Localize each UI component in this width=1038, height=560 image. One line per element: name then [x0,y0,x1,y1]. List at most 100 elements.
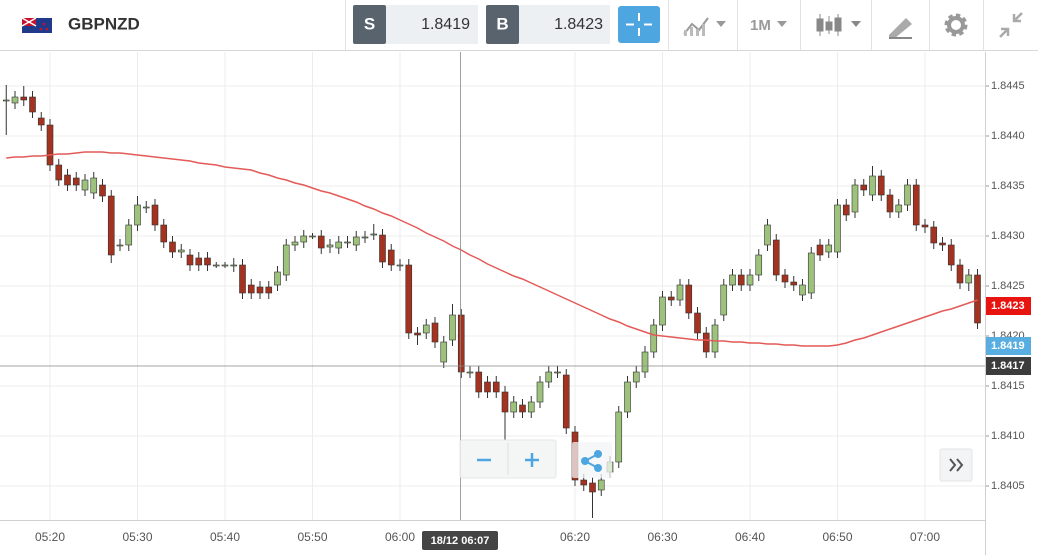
candle-body [676,284,684,301]
candle-body [151,204,159,226]
candle-body [317,235,325,249]
candle-body [947,244,955,266]
candle-body [624,381,631,413]
candle-body [554,371,561,374]
candle-body [589,482,596,493]
buy-price: 1.8423 [554,16,603,33]
candle-body [737,274,745,286]
y-tick-label: 1.8445 [991,80,1025,92]
x-tick-label: 06:20 [560,530,590,544]
candle-body [475,371,483,393]
buy-button[interactable]: B 1.8423 [486,5,610,44]
candle-body [764,224,771,246]
candle-body [965,274,973,284]
buy-label: B [496,14,508,33]
candle-body [457,314,465,373]
candle-body [816,244,824,256]
scroll-right-button[interactable] [939,448,973,482]
candle-body [379,234,386,263]
x-tick-label: 07:00 [910,530,940,544]
chart-type-button[interactable] [683,17,726,36]
crosshair-price-tag: 1.8417 [991,360,1025,372]
candle-body [239,264,246,294]
candle-body [825,244,833,253]
candle-body [781,274,789,283]
candle-body [405,264,413,334]
candle-body [755,254,763,276]
candle-body [562,374,570,429]
moving-average [6,151,978,347]
x-tick-label: 06:00 [385,530,415,544]
candle-body [492,381,500,393]
share-button[interactable] [572,442,612,478]
candle-body [169,241,176,253]
candle-body [64,174,71,186]
candle-body [842,204,850,216]
candle-body [90,177,98,194]
candle-body [116,244,124,247]
candle-body [449,314,456,341]
bid-price-tag-box [986,337,1031,355]
candle-body [615,411,623,463]
candle-body [694,312,701,334]
crosshair-time-box [422,531,498,550]
candle-body [501,391,509,413]
flag [21,17,52,33]
candle-body [834,204,841,253]
candle-body [396,264,404,267]
candle-body [309,235,316,238]
candle-body [641,351,649,373]
candle-body [256,286,264,294]
candle-body [466,371,474,374]
timeframe-button[interactable]: 1M [750,17,787,34]
candle-body [772,239,780,276]
candle-body [81,179,89,191]
candle-body [431,322,439,343]
candle-body [361,236,369,239]
candle-body [790,281,798,286]
candle-body [939,242,946,246]
x-tick-label: 06:50 [822,530,852,544]
zoom-in-button[interactable] [525,453,539,467]
candle-body [414,332,421,336]
candle-body [597,479,605,491]
candle-body [580,479,588,486]
y-tick-label: 1.8440 [991,130,1025,142]
candle-body [2,99,10,102]
candle-body [632,371,640,383]
y-tick-label: 1.8425 [991,280,1025,292]
candle-style-button[interactable] [816,14,861,36]
candle-body [440,341,448,363]
x-tick-label: 06:40 [735,530,765,544]
drawing-tool-button[interactable] [889,18,912,39]
x-tick-label: 05:20 [35,530,65,544]
candle-body [177,249,185,253]
candle-body [685,284,693,314]
candle-body [650,324,658,353]
sell-button[interactable]: S 1.8419 [353,5,478,44]
candle-body [956,264,964,284]
crosshair-button[interactable] [618,6,660,43]
candle-body [195,257,203,266]
candle-body [221,264,229,267]
candle-body [869,175,876,196]
candle-body [422,324,430,334]
candle-body [326,244,334,248]
candle-body [877,175,885,196]
candle-body [29,96,36,113]
candle-body [335,241,343,249]
collapse-button[interactable] [999,12,1023,38]
y-tick-label: 1.8410 [991,430,1025,442]
y-tick-label: 1.8415 [991,380,1025,392]
candle-body [160,224,168,243]
candle-body [247,284,255,294]
candle-body [344,241,351,244]
plot: 1.84051.84101.84151.84201.84251.84301.84… [0,52,1031,555]
candle-body [204,257,211,266]
candle-body [46,124,54,166]
candle-body [799,284,806,296]
settings-button[interactable] [944,13,968,37]
bid-price-tag: 1.8419 [991,340,1025,352]
candle-body [667,296,675,301]
